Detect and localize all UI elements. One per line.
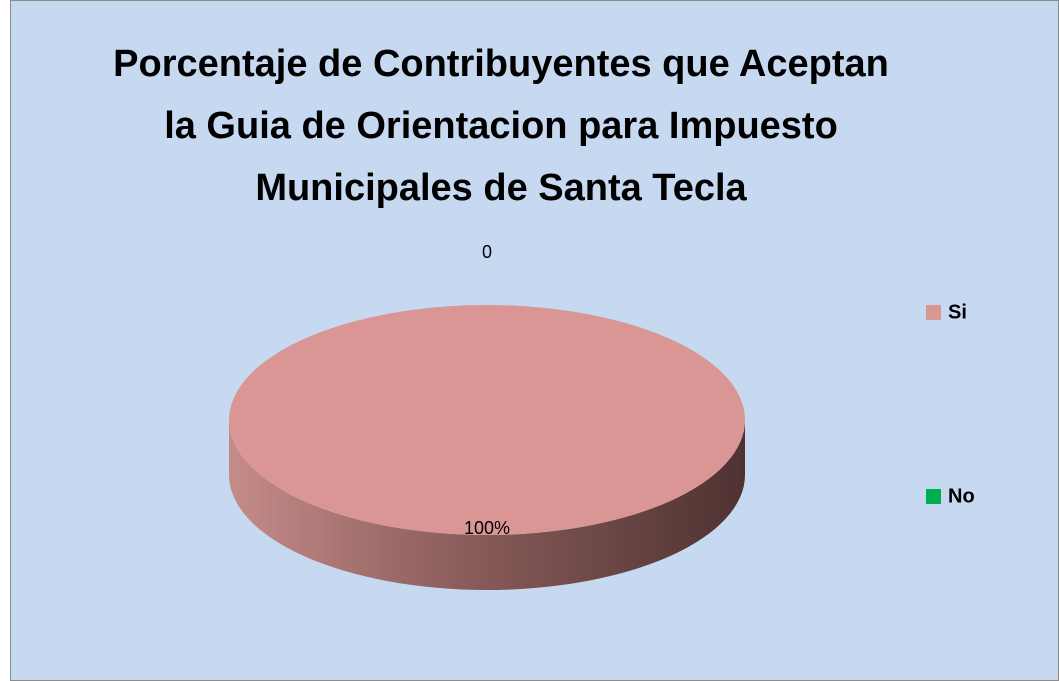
legend-label: Si <box>948 301 967 323</box>
pie-slice <box>229 305 745 535</box>
data-label: 0 <box>482 242 492 262</box>
pie-side <box>229 420 745 590</box>
chart-title: Porcentaje de Contribuyentes que Aceptan… <box>113 43 889 209</box>
legend-swatch <box>926 305 941 320</box>
legend-swatch <box>926 489 941 504</box>
legend-label: No <box>948 485 975 507</box>
data-label: 100% <box>464 518 510 538</box>
